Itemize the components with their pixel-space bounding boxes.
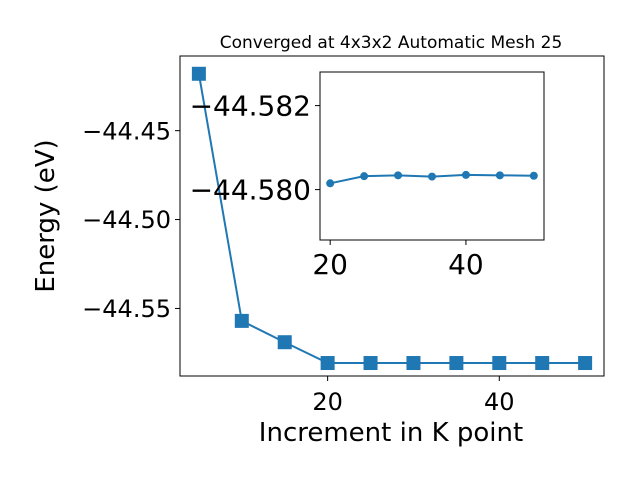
- inset-x-tick-label: 20: [312, 248, 348, 281]
- main-data-point: [191, 66, 206, 81]
- main-data-point: [449, 356, 464, 371]
- main-y-tick-label: −44.55: [82, 295, 171, 323]
- main-data-point: [234, 313, 249, 328]
- inset-data-point: [326, 179, 335, 188]
- inset-chart: 20 40 −44.582−44.580: [190, 71, 545, 281]
- inset-y-ticks: −44.582 −44.580: [190, 90, 320, 207]
- main-chart-title: Converged at 4x3x2 Automatic Mesh 25: [220, 33, 563, 53]
- inset-y-tick-label: −44.580: [190, 174, 311, 207]
- main-y-tick-label: −44.45: [82, 117, 171, 145]
- main-data-point: [320, 356, 335, 371]
- main-data-point: [277, 335, 292, 350]
- inset-data-point: [428, 172, 436, 181]
- inset-plot-frame: [319, 71, 545, 241]
- main-data-point: [535, 356, 550, 371]
- inset-data-point: [461, 170, 470, 179]
- main-y-tick-label: −44.50: [82, 206, 171, 234]
- inset-x-ticks: 20 40: [312, 240, 484, 281]
- main-plot-frame: [179, 55, 605, 377]
- inset-data-point: [529, 171, 538, 180]
- main-chart: Converged at 4x3x2 Automatic Mesh 25 20 4…: [31, 33, 605, 448]
- inset-background: [320, 72, 544, 240]
- inset-x-tick-label: 40: [448, 248, 484, 281]
- main-data-point: [406, 356, 421, 371]
- main-series-line: [197, 73, 586, 365]
- main-x-tick-label: 40: [484, 388, 515, 416]
- inset-data-point: [360, 172, 369, 181]
- main-series: [191, 66, 593, 371]
- main-data-point: [578, 356, 593, 371]
- main-y-ticks: −44.45 −44.50 −44.55: [82, 117, 180, 323]
- main-x-axis-label: Increment in K point: [259, 418, 523, 448]
- inset-data-point: [394, 171, 403, 180]
- main-y-axis-label: Energy (eV): [31, 139, 61, 292]
- inset-y-tick-label: −44.582: [190, 90, 311, 123]
- main-data-point: [492, 356, 507, 371]
- main-x-ticks: 20 40: [312, 376, 515, 416]
- inset-series: [326, 170, 538, 188]
- main-data-point: [363, 356, 378, 371]
- inset-data-point: [495, 171, 504, 180]
- main-x-tick-label: 20: [312, 388, 343, 416]
